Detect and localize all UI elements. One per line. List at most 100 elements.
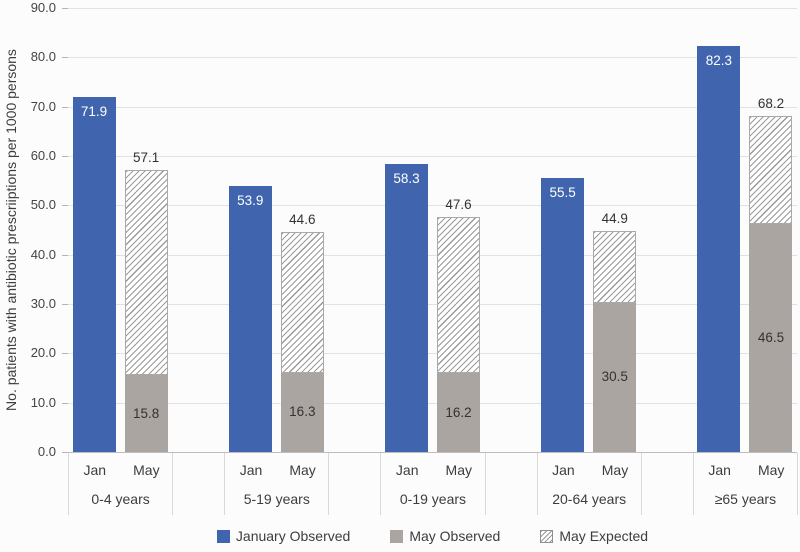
jan-value-label: 82.3: [705, 53, 733, 68]
jan-value-label: 58.3: [393, 171, 420, 187]
y-tick-label: 60.0: [30, 148, 56, 163]
x-group-cell: Jan May 5-19 years: [225, 453, 330, 515]
y-tick-mark: [62, 57, 68, 59]
x-axis: Jan May 0-4 years Jan May 5-19 years Jan May 0-1…: [68, 452, 798, 515]
gridline: [68, 106, 797, 108]
may-observed-value-label: 15.8: [132, 405, 160, 421]
jan-observed-bar: 58.3: [384, 164, 428, 452]
x-sublabel-may: May: [289, 462, 316, 478]
x-spacer-cell: [486, 453, 538, 515]
gridline: [68, 156, 797, 157]
legend-swatch-may-observed: [390, 529, 404, 543]
legend: January Observed May Observed May Expected: [68, 526, 797, 546]
may-observed-segment: 30.5: [593, 301, 637, 452]
jan-value-label: 53.9: [237, 193, 264, 209]
x-group-cell: Jan May 0-4 years: [69, 453, 174, 515]
x-sublabel-may: May: [601, 462, 629, 478]
x-sublabel-jan: Jan: [708, 462, 731, 478]
legend-swatch-january-observed: [216, 529, 230, 543]
y-tick-mark: [62, 402, 68, 404]
x-group-label: 20-64 years: [552, 491, 627, 507]
x-group-label: ≥65 years: [714, 491, 777, 507]
may-observed-segment: 46.5: [749, 222, 793, 452]
x-sublabel-jan: Jan: [239, 462, 263, 478]
x-sublabel-row: Jan May: [538, 453, 641, 485]
may-observed-segment: 16.2: [437, 372, 481, 452]
legend-label-january-observed: January Observed: [235, 528, 351, 544]
may-expected-value-label: 47.6: [445, 197, 472, 213]
may-observed-value-label: 30.5: [601, 369, 628, 385]
y-tick-label: 90.0: [30, 0, 56, 15]
y-tick-mark: [62, 254, 68, 256]
y-tick-label: 50.0: [30, 197, 56, 213]
gridline: [68, 57, 797, 59]
x-group-cell: Jan May ≥65 years: [694, 453, 798, 515]
x-sublabel-may: May: [133, 462, 160, 478]
may-observed-segment: 16.3: [280, 371, 324, 452]
may-observed-value-label: 16.2: [445, 404, 472, 420]
y-tick-mark: [62, 452, 68, 453]
jan-value-label: 71.9: [80, 104, 108, 120]
x-sublabel-row: Jan May: [694, 453, 797, 485]
legend-swatch-may-expected: [540, 529, 554, 543]
x-group-label: 0-19 years: [399, 491, 467, 507]
legend-label-may-expected: May Expected: [559, 528, 649, 544]
x-sublabel-row: Jan May: [225, 453, 328, 485]
may-expected-value-label: 44.6: [289, 211, 316, 227]
y-tick-label: 10.0: [30, 394, 56, 410]
jan-observed-bar: 53.9: [228, 186, 272, 452]
y-tick-label: 20.0: [30, 345, 56, 361]
y-tick-mark: [62, 156, 68, 157]
gridline: [68, 402, 797, 404]
x-sublabel-jan: Jan: [552, 462, 575, 478]
may-expected-value-label: 57.1: [132, 150, 160, 166]
x-sublabel-row: Jan May: [381, 453, 484, 485]
plot-area: 71.9 15.8 57.1 53.9 16.3 44.6 58.3 16.2 47.6 55.5…: [68, 8, 797, 452]
x-sublabel-jan: Jan: [83, 462, 107, 478]
y-tick-label: 70.0: [30, 98, 56, 114]
legend-item-may-observed: May Observed: [390, 528, 500, 544]
gridline: [68, 353, 797, 355]
y-tick-label: 40.0: [30, 246, 56, 262]
may-observed-value-label: 46.5: [757, 329, 785, 345]
may-expected-segment: [437, 217, 481, 374]
y-tick-mark: [62, 8, 68, 9]
may-expected-segment: [124, 170, 168, 376]
may-expected-segment: [280, 231, 324, 373]
y-tick-mark: [62, 106, 68, 108]
y-tick-mark: [62, 353, 68, 355]
x-spacer-cell: [173, 453, 226, 515]
y-tick-label: 0.0: [37, 444, 56, 459]
x-sublabel-may: May: [445, 462, 472, 478]
x-group-label: 5-19 years: [243, 491, 310, 507]
gridline: [68, 254, 797, 256]
may-expected-value-label: 68.2: [757, 95, 785, 111]
legend-label-may-observed: May Observed: [409, 528, 501, 544]
x-sublabel-may: May: [757, 462, 785, 478]
legend-item-january-observed: January Observed: [216, 528, 351, 544]
x-sublabel-row: Jan May: [69, 453, 172, 485]
may-expected-segment: [749, 115, 793, 224]
may-expected-value-label: 44.9: [601, 210, 628, 226]
gridline: [68, 205, 797, 207]
x-group-cell: Jan May 20-64 years: [538, 453, 642, 515]
gridline: [68, 304, 797, 305]
x-group-label: 0-4 years: [91, 491, 150, 507]
may-expected-segment: [593, 230, 637, 303]
x-sublabel-jan: Jan: [395, 462, 419, 478]
jan-value-label: 55.5: [549, 185, 576, 201]
may-observed-value-label: 16.3: [289, 404, 316, 420]
y-tick-label: 80.0: [30, 49, 56, 65]
legend-item-may-expected: May Expected: [540, 528, 648, 544]
gridline: [68, 8, 797, 9]
y-tick-mark: [62, 304, 68, 305]
may-observed-segment: 15.8: [124, 374, 168, 452]
y-tick-label: 30.0: [30, 296, 56, 311]
jan-observed-bar: 82.3: [697, 46, 741, 452]
x-spacer-cell: [642, 453, 694, 515]
x-spacer-cell: [329, 453, 382, 515]
jan-observed-bar: 55.5: [541, 178, 585, 452]
jan-observed-bar: 71.9: [72, 97, 116, 452]
x-group-cell: Jan May 0-19 years: [381, 453, 486, 515]
